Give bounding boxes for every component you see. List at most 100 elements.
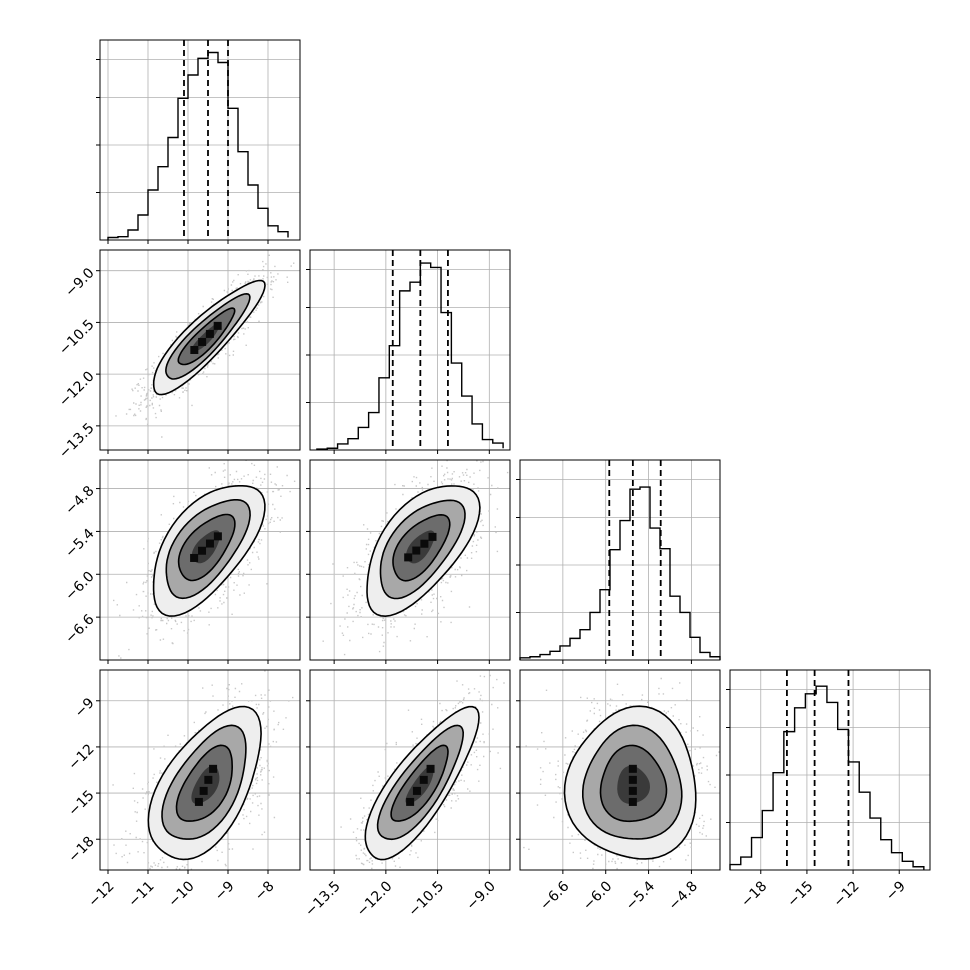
scatter-panel-2-3	[516, 669, 721, 874]
x-tick-label: −10	[165, 878, 197, 910]
histogram-step	[519, 486, 721, 660]
density-peak	[426, 764, 435, 773]
density-peak	[628, 775, 637, 784]
y-tick-label: −9.0	[62, 265, 97, 300]
contour-line	[379, 499, 466, 600]
density-peak	[406, 797, 415, 806]
y-tick-label: −6.0	[62, 569, 97, 604]
density-fill	[191, 765, 220, 804]
x-tick-label: −5.4	[623, 878, 658, 913]
density-peak	[420, 539, 429, 548]
panel-content	[100, 250, 300, 450]
density-peak	[209, 764, 218, 773]
contour-line	[165, 292, 251, 380]
hist-panel-3	[726, 669, 931, 874]
density-peak	[205, 539, 214, 548]
density-peak	[190, 553, 199, 562]
panel-frame	[99, 39, 301, 241]
scatter-panel-0-1	[96, 249, 301, 454]
density-fill	[617, 765, 650, 804]
panel-content	[520, 670, 720, 870]
density-fill	[405, 765, 434, 804]
density-peak	[194, 797, 203, 806]
scatter-panel-0-3	[96, 669, 301, 874]
histogram-step	[316, 262, 504, 450]
density-peak	[428, 532, 437, 541]
contour-line	[152, 485, 266, 617]
y-tick-label: −10.5	[56, 317, 98, 359]
x-tick-label: −11	[125, 878, 157, 910]
contour-line	[165, 499, 251, 600]
panel-frame	[729, 669, 931, 871]
contour-line	[177, 513, 236, 582]
density-peak	[198, 337, 207, 346]
scatter-panel-0-2	[96, 459, 301, 664]
y-tick-label: −9	[72, 695, 98, 721]
y-tick-label: −6.6	[62, 611, 97, 646]
panel-frame	[99, 459, 301, 661]
y-tick-label: −5.4	[62, 526, 97, 561]
y-tick-label: −12.0	[56, 368, 98, 410]
contour-line	[376, 724, 465, 841]
panel-frame	[519, 459, 721, 661]
contour-line	[582, 724, 683, 840]
contour-line	[175, 744, 234, 822]
contour-line	[161, 724, 247, 840]
x-tick-label: −9.0	[464, 878, 499, 913]
density-peak	[412, 546, 421, 555]
density-peak	[205, 329, 214, 338]
density-peak	[628, 797, 637, 806]
x-tick-label: −8	[252, 878, 278, 904]
contour-line	[563, 705, 697, 860]
panel-frame	[519, 669, 721, 871]
density-peak	[199, 786, 208, 795]
x-tick-label: −9	[212, 878, 238, 904]
y-tick-label: −4.8	[62, 483, 97, 518]
histogram-step	[729, 685, 925, 870]
density-peak	[204, 775, 213, 784]
histogram-step	[107, 51, 289, 240]
contour-line	[364, 705, 480, 861]
x-tick-label: −12	[85, 878, 117, 910]
panel-frame	[99, 249, 301, 451]
contour-line	[599, 744, 668, 823]
contour-line	[177, 307, 236, 366]
density-peak	[190, 345, 199, 354]
panel-content	[310, 460, 510, 660]
panel-content	[100, 670, 300, 870]
hist-panel-0	[96, 39, 301, 244]
density-peak	[628, 786, 637, 795]
sample-points	[113, 460, 296, 659]
x-tick-label: −12	[830, 878, 862, 910]
x-tick-label: −10.5	[406, 878, 448, 920]
contour-line	[392, 513, 451, 582]
y-tick-label: −18	[65, 834, 97, 866]
x-tick-label: −6.0	[580, 878, 615, 913]
density-peak	[628, 764, 637, 773]
x-tick-label: −9	[883, 878, 909, 904]
density-peak	[213, 321, 222, 330]
density-peak	[198, 546, 207, 555]
density-peak	[412, 786, 421, 795]
y-tick-label: −12	[65, 741, 97, 773]
density-peak	[419, 775, 428, 784]
panel-frame	[309, 249, 511, 451]
y-tick-label: −13.5	[56, 420, 98, 462]
hist-panel-1	[306, 249, 511, 454]
x-tick-label: −18	[738, 878, 770, 910]
contour-line	[152, 279, 266, 396]
panel-frame	[309, 459, 511, 661]
contour-line	[390, 744, 449, 822]
density-peak	[404, 553, 413, 562]
contour-line	[147, 705, 262, 861]
panel-content	[310, 670, 510, 870]
panel-frame	[99, 669, 301, 871]
contour-line	[366, 485, 481, 618]
x-tick-label: −13.5	[302, 878, 344, 920]
scatter-panel-1-2	[306, 459, 511, 664]
density-peak	[213, 532, 222, 541]
scatter-panel-1-3	[306, 669, 511, 874]
panel-frame	[309, 669, 511, 871]
x-tick-label: −15	[784, 878, 816, 910]
